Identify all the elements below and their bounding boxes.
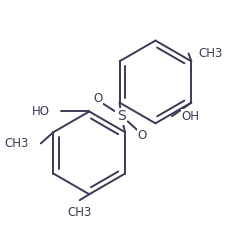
Text: HO: HO (32, 105, 50, 118)
Text: S: S (117, 109, 125, 123)
Text: CH3: CH3 (198, 47, 222, 60)
Text: OH: OH (182, 110, 200, 123)
Text: CH3: CH3 (68, 206, 92, 219)
Text: CH3: CH3 (5, 137, 29, 150)
Text: O: O (138, 129, 147, 142)
Text: O: O (93, 92, 102, 105)
